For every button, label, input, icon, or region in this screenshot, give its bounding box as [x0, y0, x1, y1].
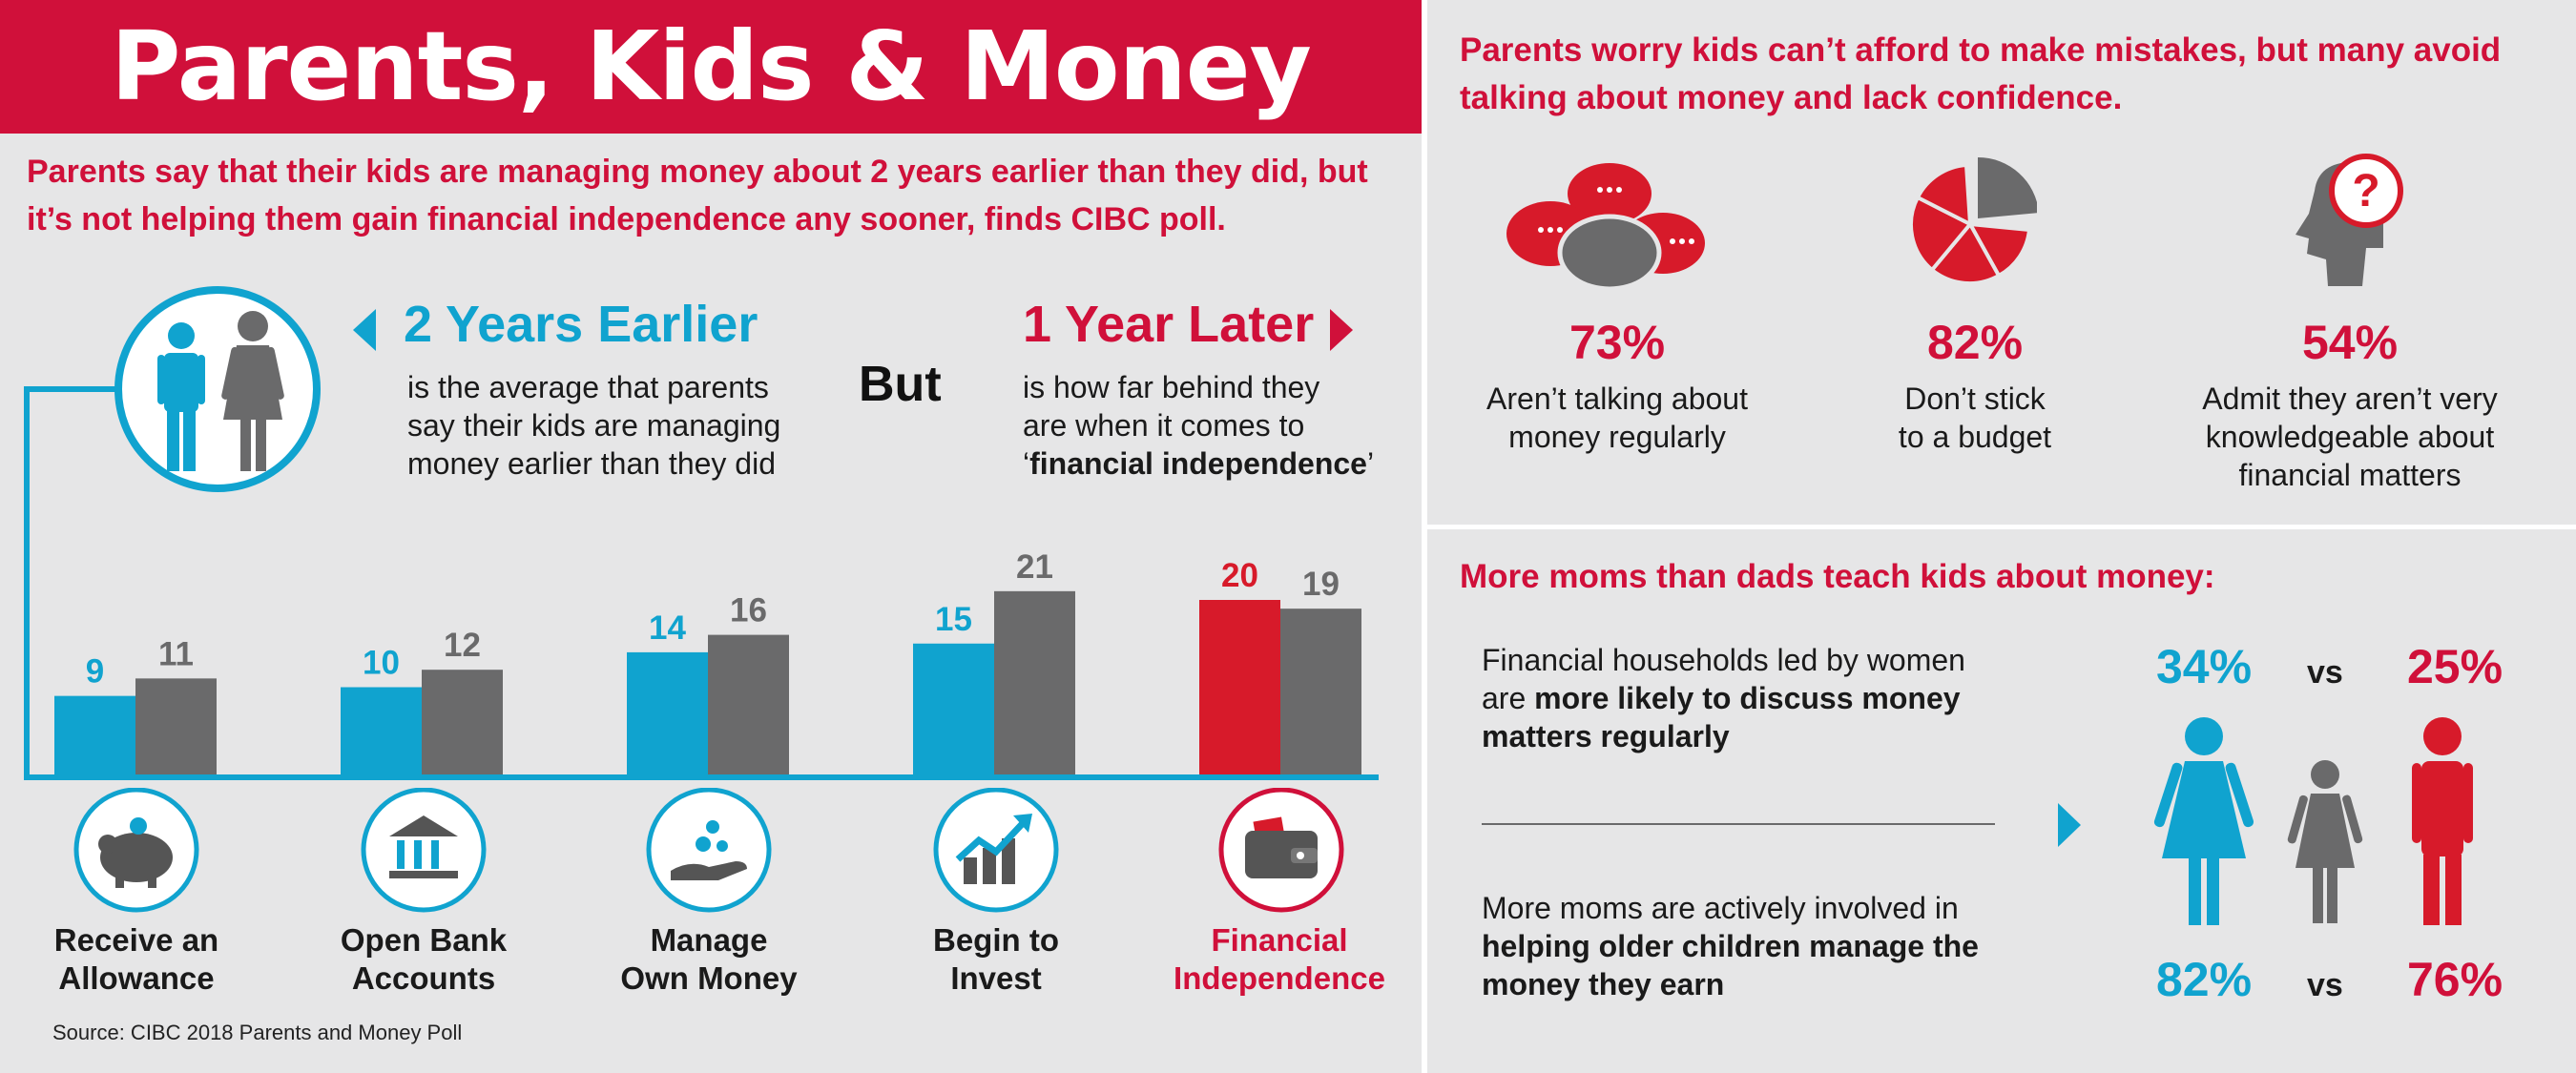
category-label-manage-1: Manage	[650, 922, 768, 958]
bar-kids-1	[341, 687, 422, 774]
bar-value-kids-2: 14	[649, 609, 686, 647]
right-top-headline-2: talking about money and lack confidence.	[1460, 79, 2123, 116]
speech-bubbles-icon	[1506, 163, 1705, 292]
stat-label-knowledge-1: Admit they aren’t very	[2202, 382, 2498, 416]
category-label-invest-1: Begin to	[933, 922, 1059, 958]
child-icon	[2287, 760, 2363, 923]
men-pct-discuss: 25%	[2406, 640, 2503, 693]
moms-fact-1: Financial households led by women are mo…	[1482, 641, 2016, 755]
stat-pct-talking: 73%	[1568, 316, 1666, 369]
later-open-quote: ‘	[1023, 446, 1030, 481]
vs-label-2: vs	[2307, 967, 2343, 1003]
right-arrow-icon	[1330, 309, 1353, 351]
stat-label-knowledge-2: knowledgeable about	[2205, 420, 2495, 454]
page-subtitle: Parents say that their kids are managing…	[27, 154, 1368, 237]
category-label-invest-2: Invest	[950, 960, 1042, 996]
stat-label-talking-2: money regularly	[1508, 420, 1726, 454]
stat-label-knowledge-3: financial matters	[2238, 458, 2462, 492]
bar-value-parents-2: 16	[730, 592, 767, 629]
vs-label-1: vs	[2307, 654, 2343, 691]
bank-icon	[361, 788, 487, 913]
bar-value-parents-3: 21	[1016, 548, 1053, 586]
title-banner	[0, 0, 1422, 134]
moms-fact-2-bold-1: helping older children manage the	[1482, 929, 1979, 963]
wallet-icon	[1218, 788, 1344, 913]
category-label-manage-2: Own Money	[620, 960, 798, 996]
bar-kids-4	[1199, 600, 1280, 774]
category-icons	[73, 788, 1344, 913]
later-bold-text: financial independence	[1029, 446, 1367, 481]
bar-parents-1	[422, 670, 503, 774]
bar-parents-3	[994, 590, 1075, 774]
earlier-text-2: say their kids are managing	[407, 408, 781, 443]
later-text-2: are when it comes to	[1023, 408, 1305, 443]
fact-divider	[1482, 823, 1995, 825]
vertical-divider	[1422, 0, 1427, 1073]
stat-pct-budget: 82%	[1926, 316, 2024, 369]
bar-kids-0	[54, 695, 135, 774]
category-label-allowance-2: Allowance	[58, 960, 215, 996]
pointer-arrow-icon	[2058, 803, 2081, 847]
page-title: Parents, Kids & Money	[111, 10, 1312, 122]
earlier-headline: 2 Years Earlier	[404, 296, 758, 353]
bar-value-kids-1: 10	[363, 645, 400, 682]
stat-pct-knowledge: 54%	[2301, 316, 2399, 369]
bar-parents-2	[708, 634, 789, 774]
category-label-independence-1: Financial	[1211, 922, 1348, 958]
moms-fact-1-bold-1: more likely to discuss money	[1534, 681, 1961, 715]
moms-fact-1-line-2: are	[1482, 681, 1535, 715]
piggy-bank-icon	[73, 788, 199, 913]
bar-value-parents-0: 11	[158, 635, 194, 672]
svg-text:?: ?	[2352, 166, 2379, 217]
women-pct-discuss: 34%	[2155, 640, 2253, 693]
man-icon	[2412, 717, 2473, 925]
bar-value-kids-0: 9	[86, 653, 104, 691]
earlier-text-3: money earlier than they did	[407, 446, 776, 481]
moms-fact-2-line-1: More moms are actively involved in	[1482, 891, 1959, 925]
woman-icon	[2153, 717, 2254, 925]
bar-parents-0	[135, 678, 217, 774]
bar-value-parents-1: 12	[444, 627, 481, 664]
question-head-icon: ?	[2296, 154, 2403, 286]
growth-chart-icon	[933, 788, 1059, 913]
pie-chart-icon	[1909, 156, 2037, 286]
family-figures	[2153, 717, 2473, 925]
later-text-3: ‘financial independence’	[1023, 444, 1374, 483]
women-pct-involved: 82%	[2155, 953, 2253, 1006]
moms-fact-1-line-1: Financial households led by women	[1482, 643, 1965, 677]
moms-fact-2-bold-2: money they earn	[1482, 967, 1725, 1001]
category-label-independence-2: Independence	[1174, 960, 1385, 996]
bar-chart: 9 11 10 12 14 16 15 21 20 19	[24, 548, 1379, 780]
later-headline: 1 Year Later	[1023, 296, 1315, 353]
left-arrow-icon	[353, 309, 376, 351]
men-pct-involved: 76%	[2406, 953, 2503, 1006]
hand-coins-icon	[646, 788, 772, 913]
stat-label-budget-1: Don’t stick	[1904, 382, 2046, 416]
bar-value-parents-4: 19	[1302, 566, 1340, 603]
source-note: Source: CIBC 2018 Parents and Money Poll	[52, 1021, 463, 1044]
right-top-headline-1: Parents worry kids can’t afford to make …	[1460, 31, 2502, 69]
bar-kids-3	[913, 643, 994, 774]
later-text-1: is how far behind they	[1023, 370, 1320, 404]
category-label-allowance-1: Receive an	[53, 922, 219, 958]
right-bottom-headline: More moms than dads teach kids about mon…	[1460, 558, 2215, 595]
bar-parents-4	[1280, 609, 1361, 774]
stat-label-talking-1: Aren’t talking about	[1486, 382, 1748, 416]
category-label-bank-2: Accounts	[351, 960, 496, 996]
parents-icon	[157, 311, 284, 471]
moms-fact-2: More moms are actively involved in helpi…	[1482, 889, 2016, 1003]
earlier-text-1: is the average that parents	[407, 370, 769, 404]
parents-connector	[24, 286, 321, 779]
bar-value-kids-3: 15	[935, 601, 972, 638]
bar-kids-2	[627, 651, 708, 774]
stat-label-budget-2: to a budget	[1898, 420, 2052, 454]
moms-fact-1-bold-2: matters regularly	[1482, 719, 1730, 753]
category-label-bank-1: Open Bank	[340, 922, 508, 958]
bar-value-kids-4: 20	[1221, 557, 1258, 594]
later-close-quote: ’	[1366, 446, 1375, 481]
but-label: But	[859, 357, 942, 412]
horizontal-divider	[1427, 525, 2576, 529]
